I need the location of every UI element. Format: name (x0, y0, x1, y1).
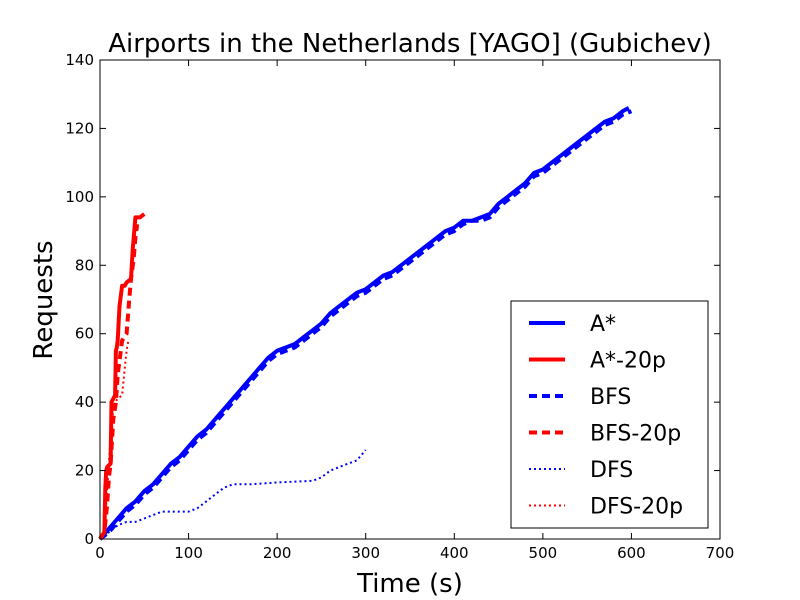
y-tick-label: 140 (65, 51, 94, 69)
x-axis-label: Time (s) (356, 569, 463, 599)
x-tick-label: 700 (706, 544, 735, 562)
y-tick-label: 60 (75, 325, 94, 343)
legend-box (510, 300, 709, 529)
legend-label: BFS (590, 385, 631, 410)
y-tick-label: 80 (75, 256, 94, 274)
y-tick-label: 40 (75, 393, 94, 411)
legend-label: BFS-20p (590, 422, 681, 447)
x-tick-label: 600 (617, 544, 646, 562)
x-tick-label: 300 (351, 544, 380, 562)
x-tick-label: 500 (529, 544, 558, 562)
chart-title: Airports in the Netherlands [YAGO] (Gubi… (108, 29, 712, 59)
x-tick-label: 200 (263, 544, 292, 562)
series-layer (98, 106, 633, 541)
x-tick-label: 0 (95, 544, 105, 562)
legend-label: A* (590, 312, 616, 337)
plot-frame (99, 59, 721, 540)
series-line-bfs (98, 109, 633, 541)
series-line-dfs (99, 449, 367, 540)
y-tick-label: 0 (84, 530, 94, 548)
x-tick-label: 400 (440, 544, 469, 562)
y-axis-label: Requests (29, 240, 59, 359)
legend-label: A*-20p (590, 349, 666, 374)
legend-label: DFS (590, 458, 633, 483)
ticks-layer: 0 100 200 300 400 500 600 700 0 20 40 60 80 100 120 140 (65, 51, 734, 562)
y-tick-label: 120 (65, 119, 94, 137)
x-tick-label: 100 (174, 544, 203, 562)
y-tick-label: 100 (65, 188, 94, 206)
series-line-a-20p (98, 212, 146, 541)
y-tick-label: 20 (75, 462, 94, 480)
legend-label: DFS-20p (590, 495, 683, 520)
legend: A* A*-20p BFS BFS-20p DFS DFS-20p (510, 300, 709, 529)
series-line-a (98, 106, 630, 541)
